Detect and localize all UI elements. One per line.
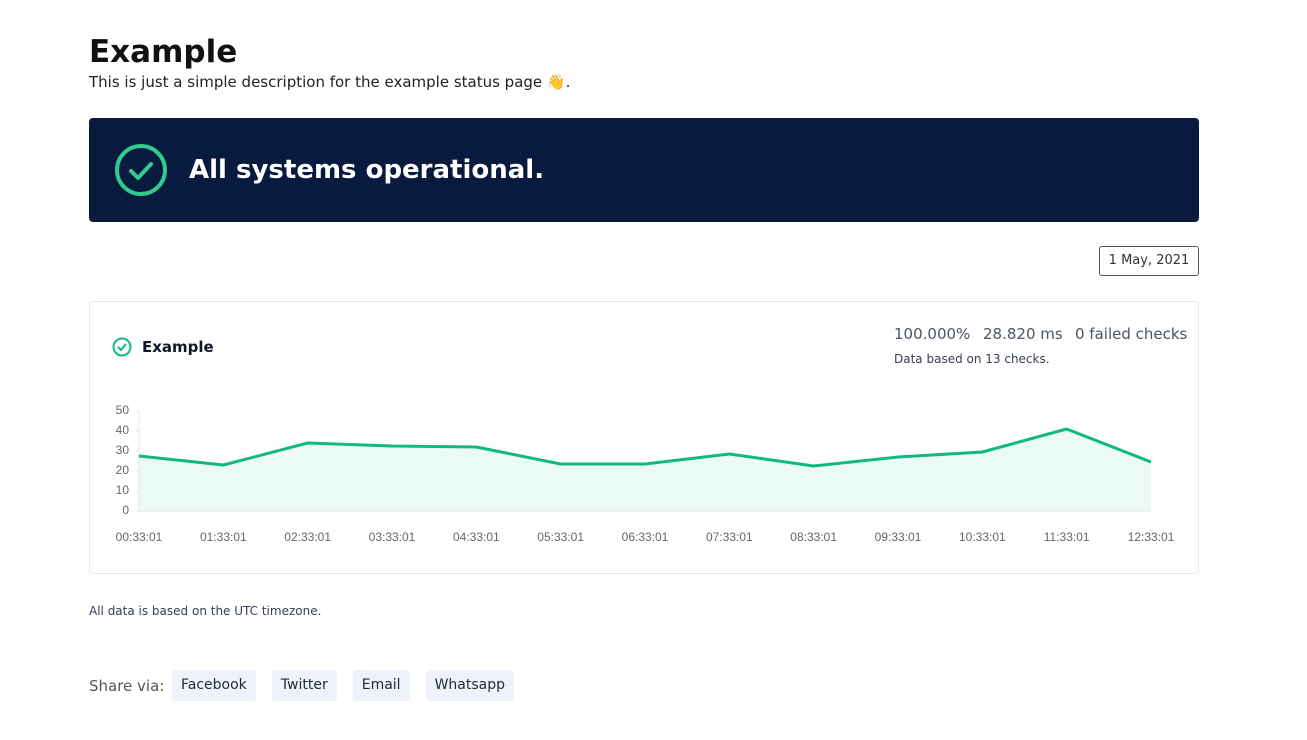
share-button[interactable]: Email <box>352 670 410 701</box>
x-tick-label: 12:33:01 <box>1128 530 1175 544</box>
failed-checks: 0 failed checks <box>1075 325 1188 343</box>
x-tick-label: 07:33:01 <box>706 530 753 544</box>
x-tick-label: 00:33:01 <box>116 530 163 544</box>
x-tick-label: 05:33:01 <box>537 530 584 544</box>
y-tick-label: 20 <box>116 463 130 477</box>
share-button[interactable]: Whatsapp <box>425 670 514 701</box>
monitor-name: Example <box>142 338 214 356</box>
checks-note: Data based on 13 checks. <box>894 352 1050 366</box>
share-button[interactable]: Facebook <box>172 670 256 701</box>
y-tick-label: 40 <box>116 423 130 437</box>
share-label: Share via: <box>89 677 165 695</box>
status-text: All systems operational. <box>189 155 545 185</box>
monitor-status-icon <box>112 337 132 357</box>
x-tick-label: 03:33:01 <box>369 530 416 544</box>
share-links: Facebook Twitter Email Whatsapp <box>172 670 514 701</box>
line <box>138 427 1152 468</box>
y-tick-label: 30 <box>116 443 130 457</box>
page-title: Example <box>89 34 238 70</box>
status-icon <box>115 144 167 196</box>
x-tick-label: 06:33:01 <box>622 530 669 544</box>
y-tick-label: 0 <box>122 503 129 517</box>
x-tick-label: 08:33:01 <box>790 530 837 544</box>
y-tick-label: 10 <box>116 483 130 497</box>
timezone-note: All data is based on the UTC timezone. <box>89 604 322 618</box>
monitor-card <box>89 301 1199 574</box>
area <box>139 429 1151 511</box>
uptime: 100.000% <box>894 325 971 343</box>
response-time: 28.820 ms <box>983 325 1063 343</box>
x-tick-label: 02:33:01 <box>284 530 331 544</box>
date-picker[interactable]: 1 May, 2021 <box>1099 246 1199 276</box>
share-button[interactable]: Twitter <box>271 670 337 701</box>
x-tick-label: 04:33:01 <box>453 530 500 544</box>
status-banner: All systems operational. <box>89 118 1199 222</box>
x-tick-label: 10:33:01 <box>959 530 1006 544</box>
x-tick-label: 09:33:01 <box>875 530 922 544</box>
x-tick-label: 01:33:01 <box>200 530 247 544</box>
x-tick-label: 11:33:01 <box>1044 530 1090 544</box>
y-tick-label: 50 <box>116 403 130 417</box>
page-description: This is just a simple description for th… <box>89 73 571 91</box>
chart: 0 10 20 30 40 50 00:33:01 01:33:01 02:33:01 03:33… <box>116 403 1175 544</box>
